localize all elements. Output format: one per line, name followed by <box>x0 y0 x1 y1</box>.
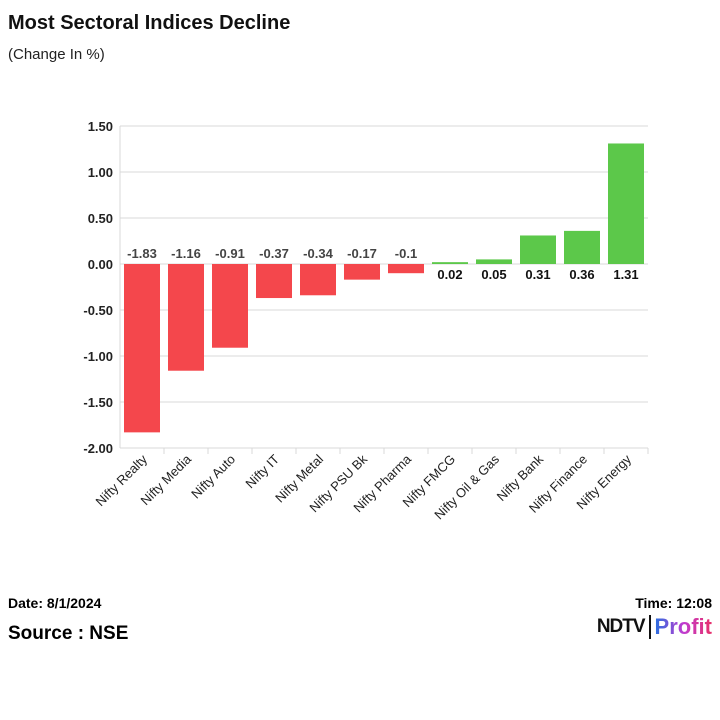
bar-chart: 1.50 1.00 0.50 0.00 -0.50 -1.00 -1.50 -2.00 -1.8… <box>83 119 649 522</box>
bar <box>168 264 204 371</box>
y-tick-label: 0.50 <box>88 211 113 226</box>
data-label: -0.34 <box>303 246 333 261</box>
bar <box>344 264 380 280</box>
ndtv-profit-logo: NDTV Profit <box>596 614 712 639</box>
y-tick-label: -1.00 <box>83 349 113 364</box>
bar <box>212 264 248 348</box>
data-label: -0.17 <box>347 246 377 261</box>
x-tick-label: Nifty Auto <box>188 452 238 502</box>
data-label: -1.16 <box>171 246 201 261</box>
bar <box>476 259 512 264</box>
data-label: 0.36 <box>569 267 594 282</box>
chart-subtitle: (Change In %) <box>8 46 105 63</box>
bar <box>300 264 336 296</box>
y-tick-label: -2.00 <box>83 441 113 456</box>
source-label: Source : NSE <box>8 623 129 644</box>
bar <box>124 264 160 433</box>
y-tick-label: 0.00 <box>88 257 113 272</box>
bar <box>608 143 644 264</box>
bar <box>564 230 600 264</box>
y-tick-label: 1.50 <box>88 119 113 134</box>
bar <box>256 264 292 299</box>
data-label: 1.31 <box>613 267 638 282</box>
y-tick-label: -1.50 <box>83 395 113 410</box>
date-label: Date: 8/1/2024 <box>8 595 102 611</box>
data-label: -0.1 <box>395 246 417 261</box>
y-tick-label: 1.00 <box>88 165 113 180</box>
bar <box>388 264 424 274</box>
data-label: 0.31 <box>525 267 550 282</box>
data-label: 0.05 <box>481 267 506 282</box>
data-label: -1.83 <box>127 246 157 261</box>
data-label: -0.37 <box>259 246 289 261</box>
bar <box>520 235 556 264</box>
data-label: 0.02 <box>437 267 462 282</box>
y-tick-label: -0.50 <box>83 303 113 318</box>
bar <box>432 262 468 264</box>
data-label: -0.91 <box>215 246 245 261</box>
x-tick-label: Nifty IT <box>242 451 282 491</box>
time-label: Time: 12:08 <box>635 595 712 611</box>
chart-title: Most Sectoral Indices Decline <box>8 12 291 34</box>
